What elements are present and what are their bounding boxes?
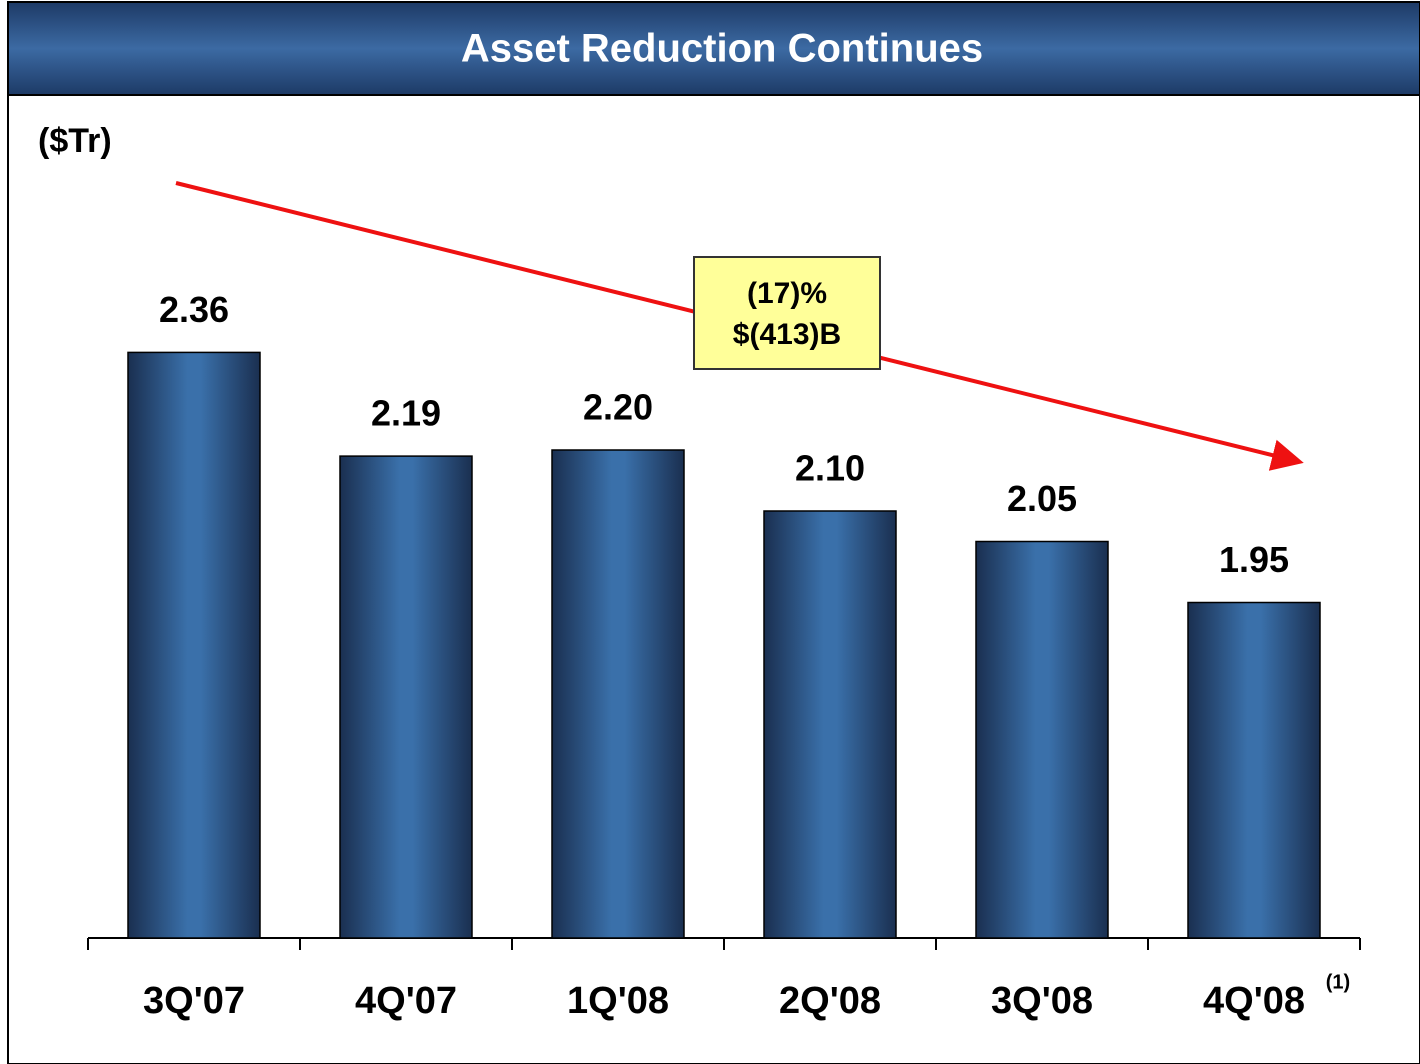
unit-label: ($Tr) (38, 122, 112, 160)
bar (975, 540, 1109, 939)
x-tick-label: 2Q'08 (779, 980, 881, 1022)
x-tick-label: 3Q'07 (143, 980, 245, 1022)
value-label: 2.05 (1007, 478, 1077, 519)
bar (1187, 601, 1321, 939)
annotation: (17)% (747, 277, 827, 310)
header-band (7, 1, 1420, 96)
x-tick-label: 4Q'08 (1203, 980, 1305, 1022)
x-tick-label: 4Q'07 (355, 980, 457, 1022)
value-label: 2.20 (583, 387, 653, 428)
value-label: 2.19 (371, 393, 441, 434)
bar (339, 455, 473, 939)
value-label: 2.36 (159, 289, 229, 330)
bar (763, 510, 897, 939)
bar (551, 449, 685, 939)
footnote-marker: (1) (1326, 971, 1350, 993)
annotation: $(413)B (733, 318, 841, 351)
x-tick-label: 1Q'08 (567, 980, 669, 1022)
x-tick-label: 3Q'08 (991, 980, 1093, 1022)
bar (127, 351, 261, 939)
value-label: 2.10 (795, 448, 865, 489)
value-label: 1.95 (1219, 539, 1289, 580)
chart-title: Asset Reduction Continues (461, 27, 983, 71)
annotation-box (693, 256, 881, 370)
